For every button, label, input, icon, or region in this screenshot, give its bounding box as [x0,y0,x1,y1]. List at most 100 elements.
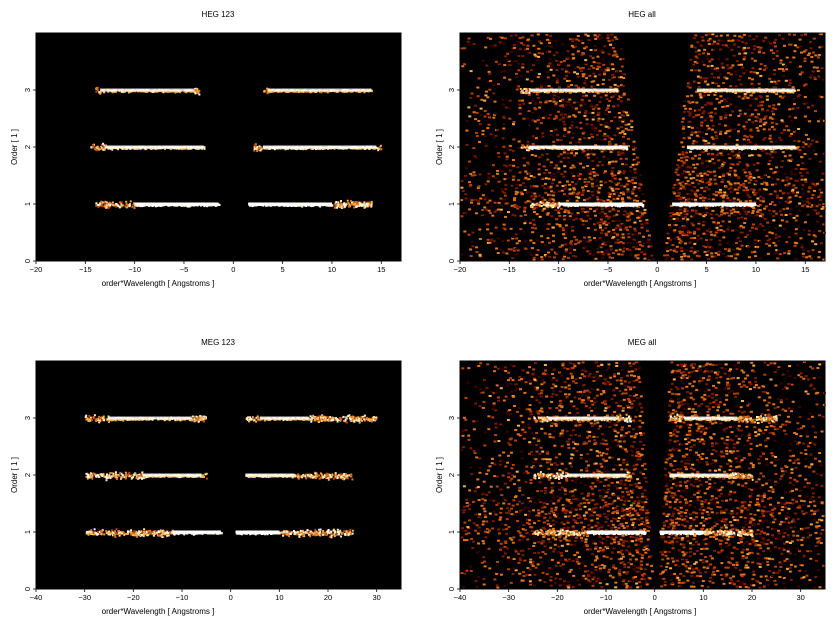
heatmap-cell [778,95,782,98]
heatmap-cell [752,223,755,226]
heatmap-cell [578,178,582,180]
heatmap-cell [623,153,627,156]
heatmap-cell [813,76,817,79]
heatmap-cell [619,192,623,194]
heatmap-cell [727,255,731,258]
heatmap-cell [771,177,775,180]
heatmap-cell [705,181,709,184]
heatmap-cell [607,126,611,129]
heatmap-cell [710,39,714,42]
heatmap-cell [548,194,552,196]
heatmap-cell [793,103,796,106]
heatmap-cell [791,191,795,194]
heatmap-cell [706,57,710,60]
heatmap-cell [772,241,776,244]
heatmap-cell [598,224,602,227]
heatmap-cell [714,231,718,234]
heatmap-cell [695,250,699,253]
heatmap-cell [681,127,685,130]
heatmap-cell [678,230,682,233]
heatmap-cell [792,184,796,187]
band-pixel [319,205,322,208]
heatmap-cell [712,162,716,165]
heatmap-cell [516,207,520,210]
heatmap-cell [776,257,780,260]
heatmap-cell [708,154,712,157]
heatmap-cell [609,245,613,248]
heatmap-cell [509,248,513,251]
heatmap-cell [746,194,750,197]
heatmap-cell [549,130,553,132]
heatmap-cell [773,117,777,120]
heatmap-cell [720,213,724,216]
heatmap-cell [735,229,739,232]
heatmap-cell [809,41,812,44]
heatmap-cell [576,192,580,195]
heatmap-cell [764,36,768,39]
heatmap-cell [493,201,497,204]
heatmap-cell [498,211,502,214]
heatmap-cell [711,128,715,131]
heatmap-cell [732,208,736,211]
heatmap-cell [603,212,607,215]
heatmap-cell [576,180,580,183]
heatmap-cell [703,196,707,199]
heatmap-cell [700,106,704,109]
heatmap-cell [647,259,651,261]
heatmap-cell [596,248,600,250]
heatmap-cell [675,245,679,248]
band-pixel [712,204,714,207]
heatmap-cell [770,156,774,159]
heatmap-cell [554,101,558,104]
heatmap-cell [598,244,602,247]
heatmap-cell [768,231,772,234]
heatmap-cell [696,174,700,177]
heatmap-cell [747,245,751,248]
heatmap-cell [596,35,600,38]
heatmap-cell [813,78,817,81]
heatmap-cell [631,163,635,166]
heatmap-cell [703,221,707,224]
heatmap-cell [811,204,815,207]
band-pixel [350,201,353,204]
heatmap-cell [608,63,612,66]
heatmap-cell [772,128,776,131]
heatmap-cell [708,246,712,249]
heatmap-cell [696,173,700,176]
heatmap-cell [725,64,729,67]
heatmap-cell [532,219,536,222]
heatmap-cell [713,107,717,110]
heatmap-cell [759,101,762,104]
band-pixel [274,147,277,150]
heatmap-cell [599,184,603,187]
heatmap-cell [684,249,688,251]
heatmap-cell [610,76,614,79]
heatmap-cell [477,119,481,122]
heatmap-cell [587,236,591,239]
band-pixel [128,90,131,93]
heatmap-cell [631,176,635,179]
heatmap-cell [552,54,556,57]
heatmap-cell [693,242,697,245]
heatmap-cell [492,83,496,86]
heatmap-cell [691,181,695,184]
heatmap-cell [595,157,599,159]
band-pixel [540,202,543,204]
heatmap-cell [800,188,804,191]
band-core [267,88,372,92]
heatmap-cell [480,98,484,101]
heatmap-cell [794,116,797,119]
heatmap-cell [700,121,704,124]
heatmap-cell [737,95,741,98]
heatmap-cell [517,41,521,44]
heatmap-cell [688,107,692,110]
heatmap-cell [563,123,567,126]
heatmap-cell [495,128,499,131]
heatmap-cell [583,178,587,181]
heatmap-cell [621,191,625,194]
heatmap-cell [592,171,596,174]
heatmap-cell [697,53,701,56]
heatmap-cell [594,257,598,260]
heatmap-cell [640,223,644,226]
heatmap-cell [563,215,567,217]
